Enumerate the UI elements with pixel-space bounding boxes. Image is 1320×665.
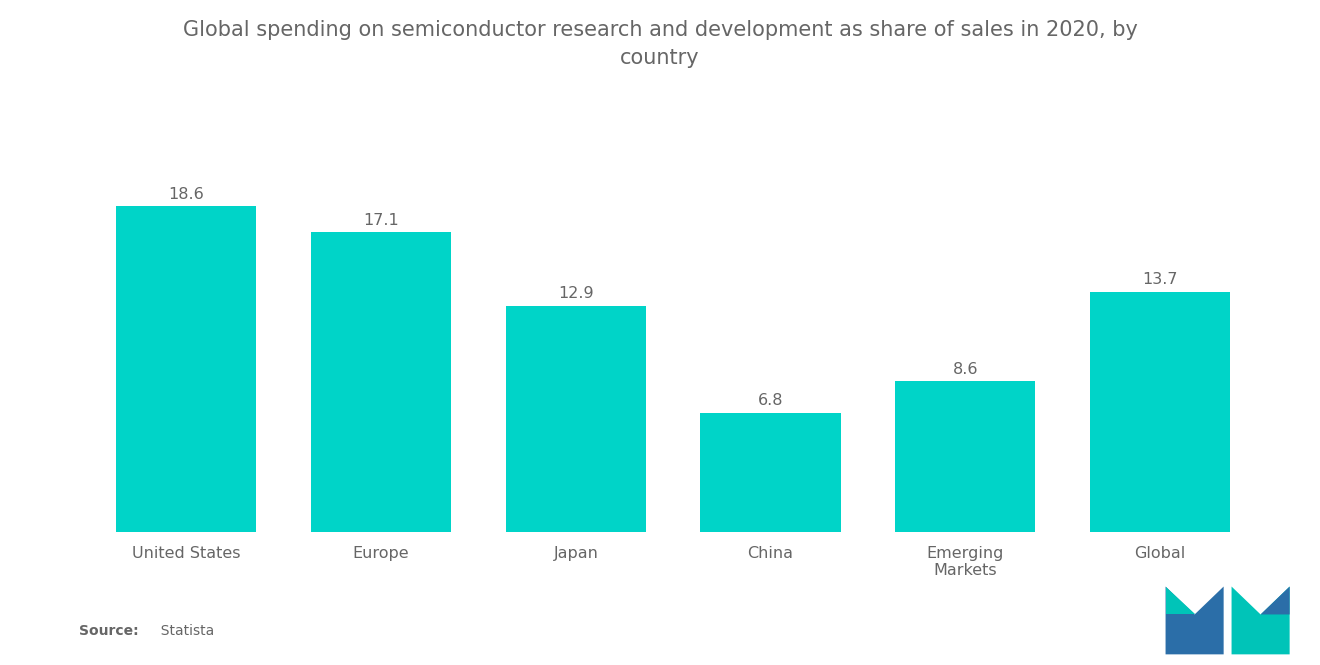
Polygon shape: [1232, 587, 1290, 654]
Text: 6.8: 6.8: [758, 394, 783, 408]
Polygon shape: [1166, 587, 1224, 654]
Text: 8.6: 8.6: [953, 362, 978, 377]
Text: Global spending on semiconductor research and development as share of sales in 2: Global spending on semiconductor researc…: [182, 20, 1138, 68]
Bar: [701, 413, 841, 532]
Bar: [116, 206, 256, 532]
Bar: [312, 232, 451, 532]
Polygon shape: [1261, 587, 1290, 614]
Bar: [506, 306, 645, 532]
Text: 17.1: 17.1: [363, 213, 399, 228]
Text: 18.6: 18.6: [169, 186, 205, 201]
Bar: [895, 381, 1035, 532]
Bar: [1090, 292, 1230, 532]
Text: 12.9: 12.9: [558, 287, 594, 301]
Text: Source:: Source:: [79, 624, 139, 638]
Text: Statista: Statista: [152, 624, 214, 638]
Text: 13.7: 13.7: [1142, 273, 1177, 287]
Polygon shape: [1166, 587, 1195, 614]
